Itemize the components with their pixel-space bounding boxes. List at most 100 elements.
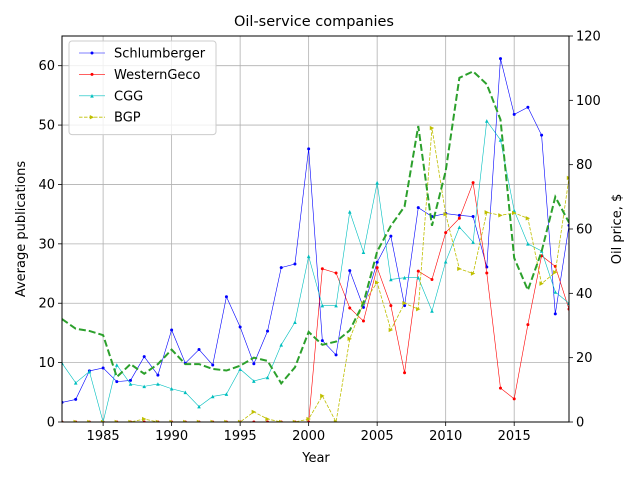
data-point [306,416,311,422]
legend-marker [90,94,94,98]
legend-label: BGP [114,111,141,126]
data-point [87,419,92,422]
y-tick-label: 50 [38,119,55,134]
data-point [416,306,421,312]
data-point [115,380,119,384]
data-point [526,105,530,109]
y2-tick-label: 80 [576,158,593,173]
data-point [238,325,242,329]
legend: Schlumberger WesternGeco CGG BGP [68,40,217,136]
data-point [224,392,229,396]
x-tick-label: 1985 [87,429,120,444]
data-point [211,363,215,367]
data-point [443,211,448,217]
x-tick-label: 1990 [155,429,188,444]
data-point [320,393,325,399]
data-point [196,419,202,422]
legend-label: CGG [114,89,143,104]
x-tick-label: 2000 [292,429,325,444]
data-point [457,266,462,271]
data-point [156,373,160,377]
data-point [320,303,325,308]
data-point [292,419,298,422]
data-point [485,271,489,275]
data-point [307,147,311,151]
data-point [210,394,215,399]
data-point [320,339,324,343]
data-point [470,271,476,276]
series-oil-price [62,70,569,386]
data-point [361,250,366,254]
legend-marker [90,51,94,55]
data-point [498,57,502,61]
x-tick-label: 1995 [224,429,257,444]
data-point [347,336,352,342]
data-point [265,375,270,380]
data-point [142,355,146,359]
data-point [279,419,284,422]
data-point [388,327,394,333]
data-point [444,231,448,235]
data-point [224,419,229,422]
y-tick-label: 20 [38,297,55,312]
data-point [375,260,379,264]
data-point [484,210,489,215]
data-point [169,386,174,391]
data-point [100,419,106,422]
data-point [402,301,407,306]
data-point [526,323,530,327]
data-point [457,225,462,230]
chart-title: Oil-service companies [234,14,394,30]
data-point [115,363,119,367]
data-point [224,295,228,299]
data-point [471,215,475,219]
data-point [512,112,516,116]
data-point [252,379,256,383]
data-point [375,180,379,185]
data-point [553,290,558,294]
data-point [183,419,188,422]
data-point [389,277,393,282]
y2-tick-label: 60 [576,223,593,238]
data-point [265,416,270,422]
y-tick-label: 10 [38,356,55,371]
data-point [170,328,174,332]
data-point [443,259,448,264]
data-point [416,206,420,210]
data-point [114,419,120,422]
data-point [251,409,257,415]
data-point [526,242,530,246]
data-point [142,384,147,389]
data-point [553,270,558,275]
data-point [142,416,147,422]
data-point [87,369,92,374]
data-point [374,280,380,285]
series-westerngeco [62,181,569,422]
x-axis-title: Year [301,451,330,466]
data-point [129,378,133,382]
data-point [320,267,324,271]
y2-tick-label: 100 [576,94,601,109]
data-point [430,309,434,313]
legend-label: WesternGeco [114,68,201,83]
data-point [197,348,201,352]
data-point [403,371,407,375]
data-point [128,382,133,386]
data-point [389,304,393,308]
y-tick-label: 40 [38,178,55,193]
data-point [210,419,215,422]
data-point [73,381,78,385]
data-point [238,367,242,371]
data-point [334,303,338,308]
data-point [389,234,393,238]
data-point [512,397,516,401]
data-point [101,366,105,370]
data-point [498,138,503,142]
data-point [183,390,188,395]
data-point [471,181,475,185]
data-point [279,266,283,270]
data-point [169,419,174,422]
data-point [525,216,531,221]
data-point [553,312,557,316]
